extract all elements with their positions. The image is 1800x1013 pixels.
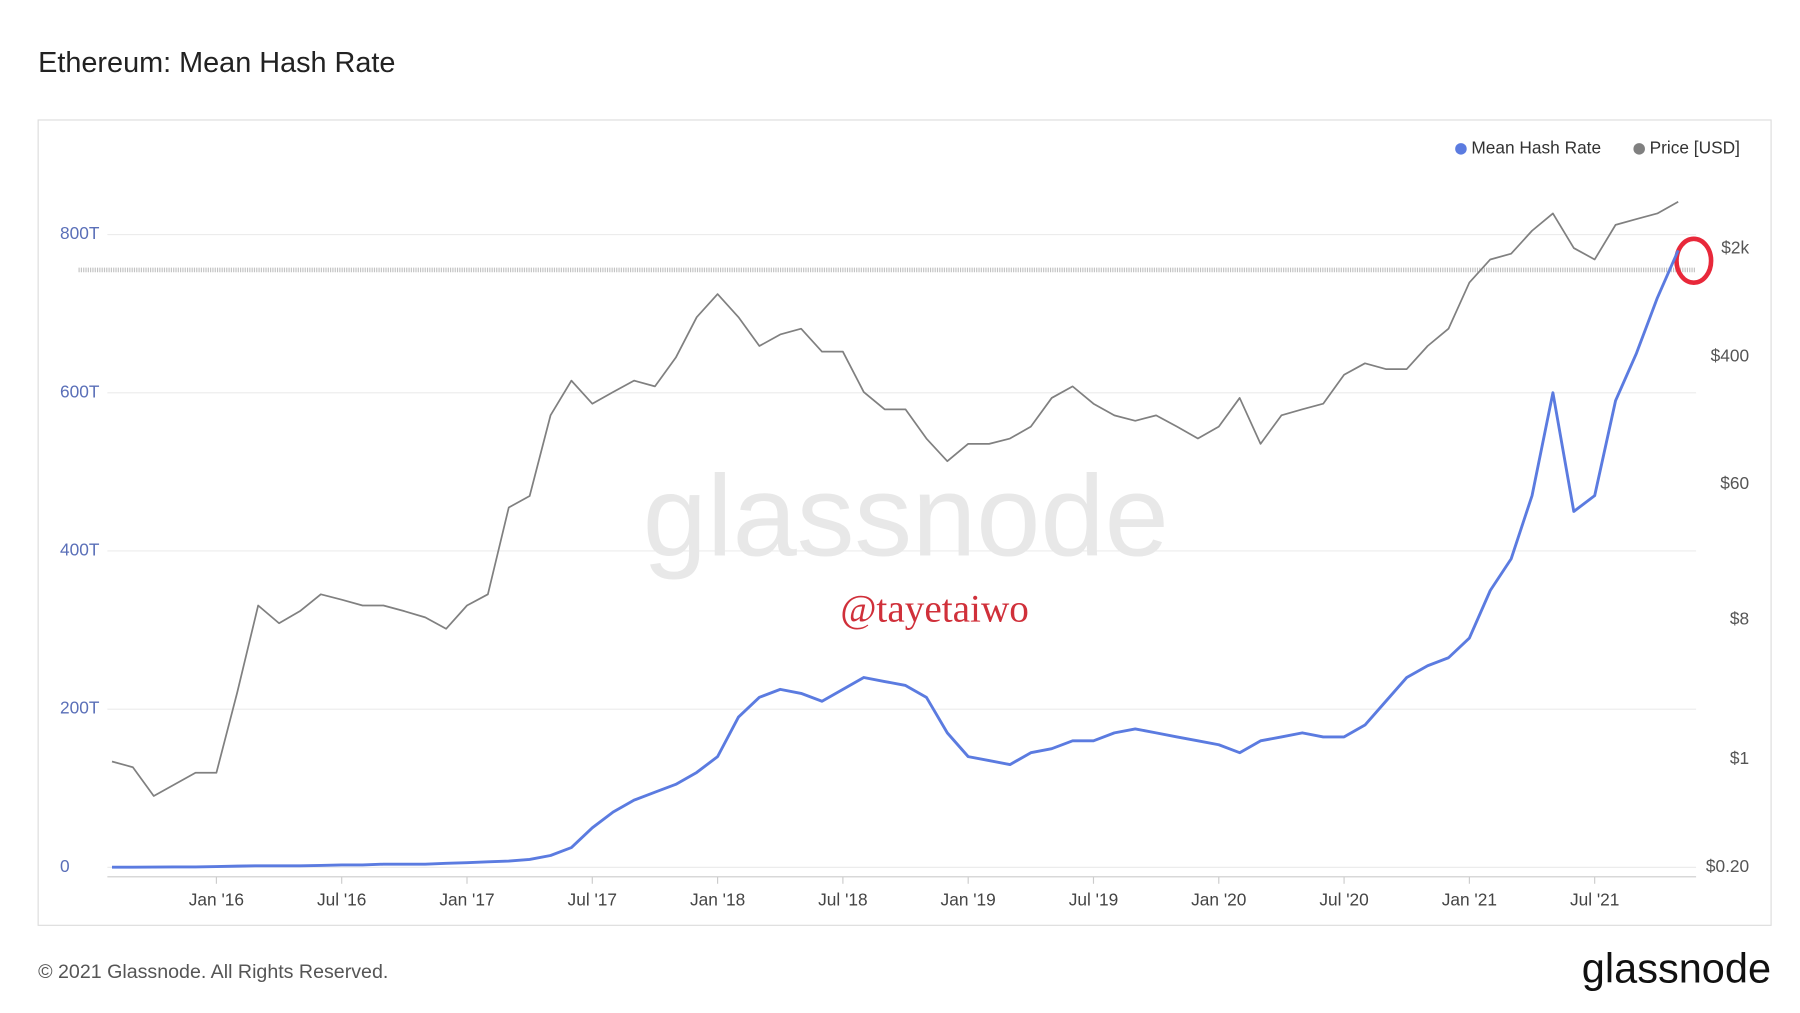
- y2-tick-label: $2k: [1721, 238, 1749, 258]
- legend-marker: [1455, 143, 1467, 155]
- series-line: [111, 201, 1679, 797]
- x-tick-label: Jul '18: [818, 890, 867, 910]
- y2-tick-label: $8: [1730, 608, 1749, 628]
- y-tick-label: 400T: [60, 540, 100, 560]
- plot-frame: [37, 119, 1772, 926]
- x-tick-label: Jan '20: [1191, 890, 1246, 910]
- x-tick-label: Jan '18: [690, 890, 745, 910]
- x-tick-label: Jan '19: [941, 890, 996, 910]
- annotation: @tayetaiwo: [840, 588, 1029, 631]
- y-tick-label: 0: [60, 856, 70, 876]
- logo: glassnode: [1582, 944, 1771, 991]
- x-tick-label: Jul '19: [1069, 890, 1118, 910]
- watermark: glassnode: [643, 452, 1169, 580]
- y2-tick-label: $400: [1711, 346, 1749, 366]
- chart-title: Ethereum: Mean Hash Rate: [38, 47, 395, 79]
- y2-tick-label: $60: [1720, 473, 1749, 493]
- y-tick-label: 200T: [60, 698, 100, 718]
- footer: © 2021 Glassnode. All Rights Reserved.: [38, 961, 388, 983]
- y2-tick-label: $0.20: [1706, 856, 1749, 876]
- x-tick-label: Jan '21: [1442, 890, 1497, 910]
- x-tick-label: Jul '21: [1570, 890, 1619, 910]
- x-tick-label: Jul '16: [317, 890, 366, 910]
- y-tick-label: 800T: [60, 223, 100, 243]
- series-line: [111, 249, 1680, 869]
- y2-tick-label: $1: [1730, 748, 1749, 768]
- x-tick-label: Jul '20: [1319, 890, 1368, 910]
- x-tick-label: Jul '17: [568, 890, 617, 910]
- y-tick-label: 600T: [60, 381, 100, 401]
- highlight-circle: [1674, 236, 1714, 285]
- x-tick-label: Jan '16: [189, 890, 244, 910]
- legend-marker: [1633, 143, 1645, 155]
- legend-label: Mean Hash Rate: [1471, 137, 1601, 157]
- legend-label: Price [USD]: [1650, 137, 1740, 157]
- x-tick-label: Jan '17: [439, 890, 494, 910]
